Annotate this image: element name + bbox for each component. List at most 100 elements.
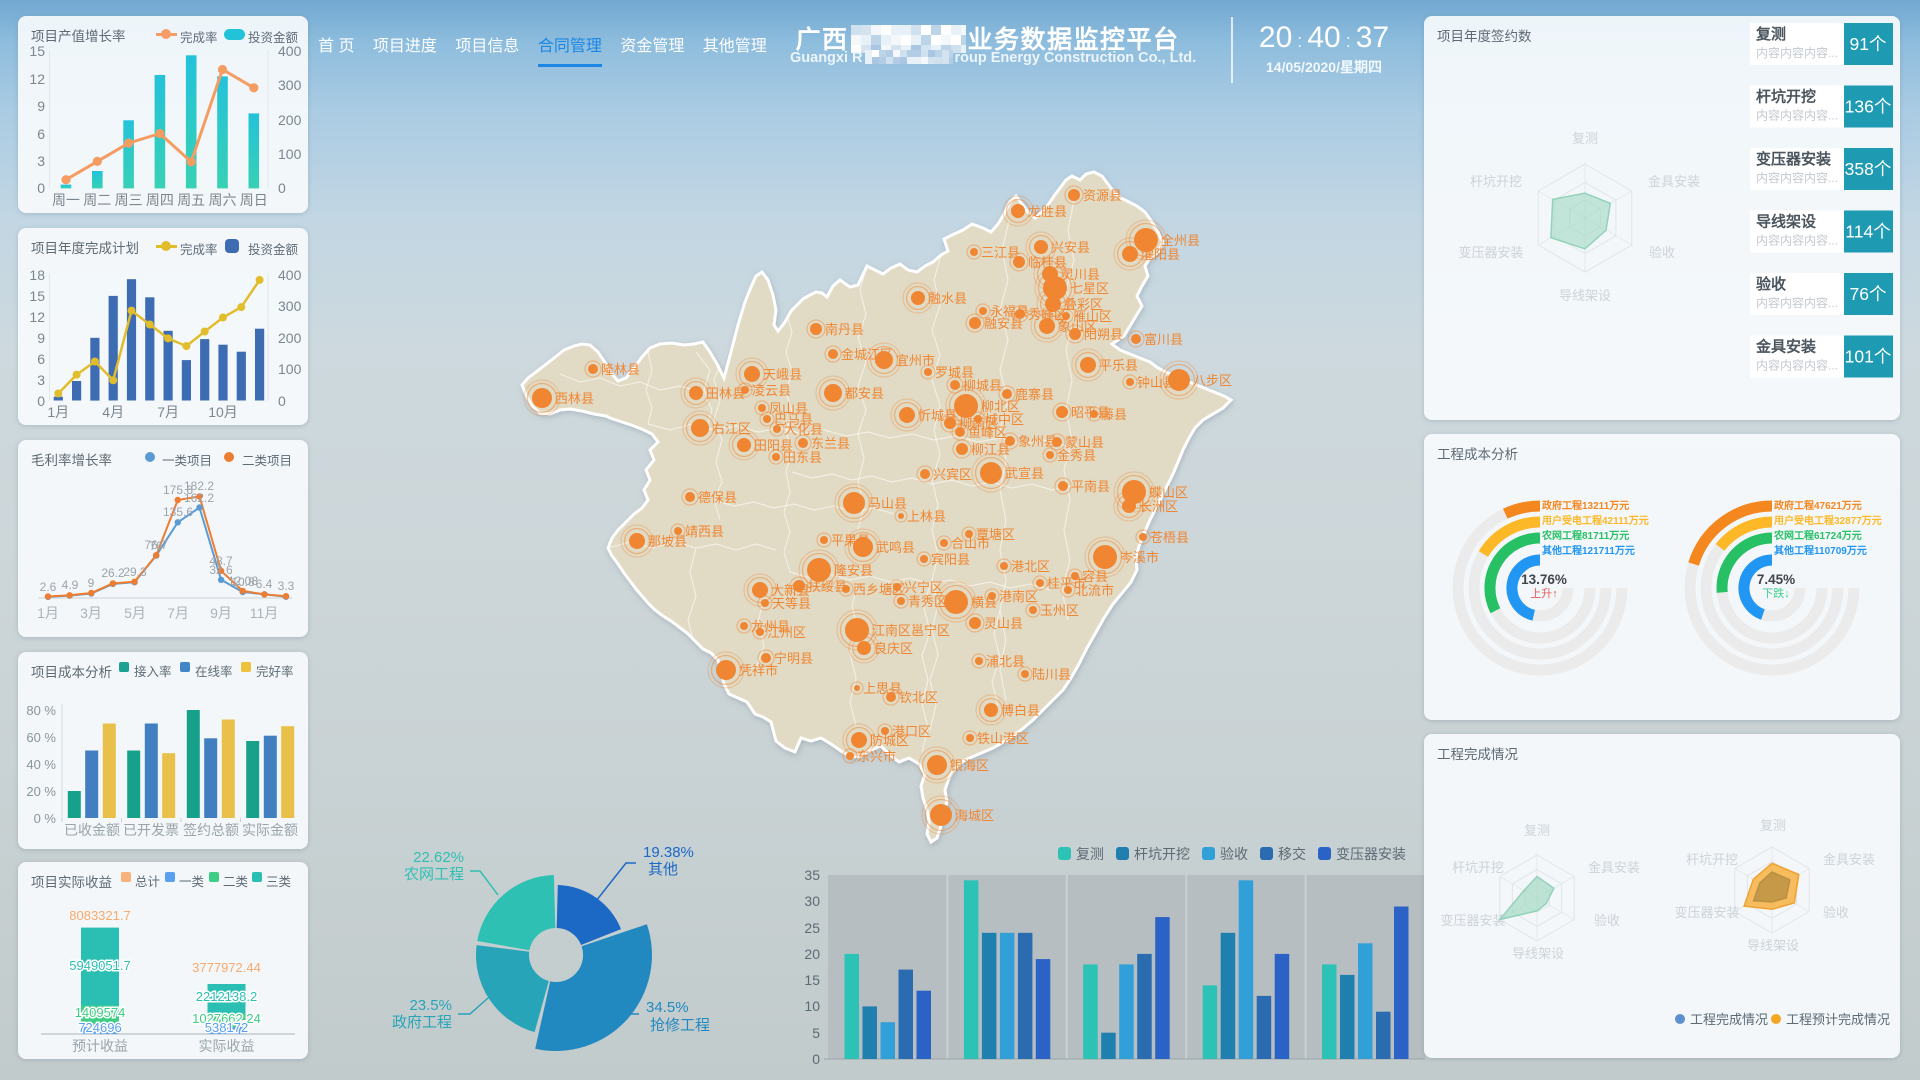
svg-text:灵川县: 灵川县	[1061, 267, 1100, 282]
svg-text:验收: 验收	[1756, 275, 1786, 293]
svg-text:西林县: 西林县	[555, 391, 594, 406]
svg-text:1027662.24: 1027662.24	[192, 1011, 261, 1026]
svg-text:22.62%: 22.62%	[413, 849, 464, 866]
svg-text:内容内容内容...: 内容内容内容...	[1756, 233, 1838, 248]
svg-text:兴安县: 兴安县	[1051, 240, 1090, 255]
svg-text:18: 18	[29, 267, 45, 283]
svg-text:龙胜县: 龙胜县	[1028, 204, 1067, 219]
svg-text:变压器安装: 变压器安装	[1674, 905, 1739, 920]
svg-text:三江县: 三江县	[981, 245, 1020, 260]
svg-text:田林县: 田林县	[706, 386, 745, 401]
svg-text:扶绥县: 扶绥县	[808, 579, 847, 594]
svg-text:1月: 1月	[47, 404, 69, 420]
svg-text:60 %: 60 %	[26, 730, 56, 745]
svg-text:2212138.2: 2212138.2	[196, 989, 257, 1004]
svg-text:29.3: 29.3	[123, 565, 147, 579]
svg-text:175.6: 175.6	[163, 483, 193, 497]
svg-text:南丹县: 南丹县	[825, 322, 864, 337]
svg-text:20 %: 20 %	[26, 784, 56, 799]
svg-text:上林县: 上林县	[907, 509, 946, 524]
svg-text:工程完成情况: 工程完成情况	[1690, 1012, 1768, 1027]
svg-text:复测: 复测	[1076, 846, 1104, 862]
svg-text:长洲区: 长洲区	[1139, 499, 1178, 514]
svg-text:巴马县: 巴马县	[774, 412, 813, 427]
svg-text:已开发票: 已开发票	[123, 822, 179, 838]
svg-text:东兴市: 东兴市	[857, 749, 896, 764]
svg-text:岑溪市: 岑溪市	[1120, 550, 1159, 565]
svg-text:杆坑开挖: 杆坑开挖	[1452, 860, 1504, 875]
svg-text:3777972.44: 3777972.44	[192, 960, 261, 975]
svg-text:4月: 4月	[102, 404, 124, 420]
svg-text:抢修工程: 抢修工程	[650, 1016, 710, 1034]
svg-text:5: 5	[812, 1025, 820, 1041]
svg-text:柳城县: 柳城县	[963, 378, 1002, 393]
svg-text:15: 15	[804, 972, 820, 988]
svg-text:100: 100	[278, 361, 302, 377]
svg-text:1月: 1月	[37, 605, 59, 621]
svg-text:9: 9	[88, 576, 95, 590]
svg-text:导线架设: 导线架设	[1756, 213, 1816, 231]
svg-text:周六: 周六	[209, 192, 237, 208]
svg-text:8083321.7: 8083321.7	[69, 908, 130, 923]
svg-text:凤山县: 凤山县	[769, 401, 808, 416]
svg-text:其他: 其他	[648, 861, 678, 878]
svg-text:柳江县: 柳江县	[971, 442, 1010, 457]
svg-text:融安县: 融安县	[984, 316, 1023, 331]
svg-text:钦北区: 钦北区	[899, 690, 938, 705]
svg-text:凭祥市: 凭祥市	[739, 663, 778, 678]
svg-text:0: 0	[278, 180, 286, 196]
svg-text:江州区: 江州区	[767, 625, 806, 640]
svg-text:6: 6	[37, 126, 45, 142]
svg-text:周三: 周三	[115, 192, 143, 208]
svg-text:变压器安装: 变压器安装	[1336, 846, 1406, 862]
svg-text:象州县: 象州县	[1018, 434, 1057, 449]
svg-text:德保县: 德保县	[698, 490, 737, 505]
svg-text:0: 0	[812, 1051, 820, 1067]
svg-text:蝶山区: 蝶山区	[1149, 485, 1188, 500]
svg-text:金具安装: 金具安装	[1823, 852, 1875, 867]
svg-text:博白县: 博白县	[1001, 703, 1040, 718]
svg-text:融水县: 融水县	[928, 291, 967, 306]
svg-text:0: 0	[37, 393, 45, 409]
svg-text:200: 200	[278, 112, 302, 128]
svg-text:杆坑开挖: 杆坑开挖	[1686, 852, 1738, 867]
svg-text:验收: 验收	[1594, 913, 1620, 928]
svg-text:25: 25	[804, 920, 820, 936]
svg-text:兴宾区: 兴宾区	[933, 467, 972, 482]
svg-text:80 %: 80 %	[26, 703, 56, 718]
svg-text:钟山县: 钟山县	[1137, 375, 1176, 390]
svg-text:300: 300	[278, 298, 302, 314]
svg-text:40 %: 40 %	[26, 757, 56, 772]
svg-text:农网工程81711万元: 农网工程81711万元	[1541, 529, 1629, 542]
svg-text:7月: 7月	[157, 404, 179, 420]
svg-text:135.6: 135.6	[163, 505, 193, 519]
svg-text:金秀县: 金秀县	[1057, 448, 1096, 463]
svg-text:海城区: 海城区	[955, 808, 994, 823]
svg-text:0 %: 0 %	[34, 811, 57, 826]
svg-text:182.2: 182.2	[184, 479, 214, 493]
svg-text:青秀区: 青秀区	[908, 594, 947, 609]
svg-text:10月: 10月	[208, 404, 238, 420]
svg-text:用户受电工程42111万元: 用户受电工程42111万元	[1541, 514, 1649, 527]
svg-text:银海区: 银海区	[950, 758, 989, 773]
svg-text:导线架设: 导线架设	[1559, 288, 1611, 303]
svg-text:导线架设: 导线架设	[1512, 946, 1564, 961]
svg-text:12.08: 12.08	[228, 574, 258, 588]
svg-text:35: 35	[804, 867, 820, 883]
svg-text:武鸣县: 武鸣县	[876, 540, 915, 555]
svg-text:101个: 101个	[1845, 347, 1892, 367]
svg-text:叠彩区: 叠彩区	[1064, 297, 1103, 312]
svg-text:复测: 复测	[1755, 25, 1786, 43]
svg-text:变压器安装: 变压器安装	[1440, 913, 1505, 928]
svg-text:金具安装: 金具安装	[1755, 338, 1817, 356]
svg-text:验收: 验收	[1649, 245, 1675, 260]
svg-text:内容内容内容...: 内容内容内容...	[1756, 295, 1838, 310]
svg-text:鹿寨县: 鹿寨县	[1015, 387, 1054, 402]
svg-text:复测: 复测	[1524, 823, 1550, 838]
svg-text:柳南区: 柳南区	[959, 416, 998, 431]
svg-text:400: 400	[278, 43, 302, 59]
svg-text:15: 15	[29, 43, 45, 59]
svg-text:已收金额: 已收金额	[64, 822, 120, 838]
svg-text:玉州区: 玉州区	[1040, 603, 1079, 618]
svg-text:宾阳县: 宾阳县	[931, 552, 970, 567]
